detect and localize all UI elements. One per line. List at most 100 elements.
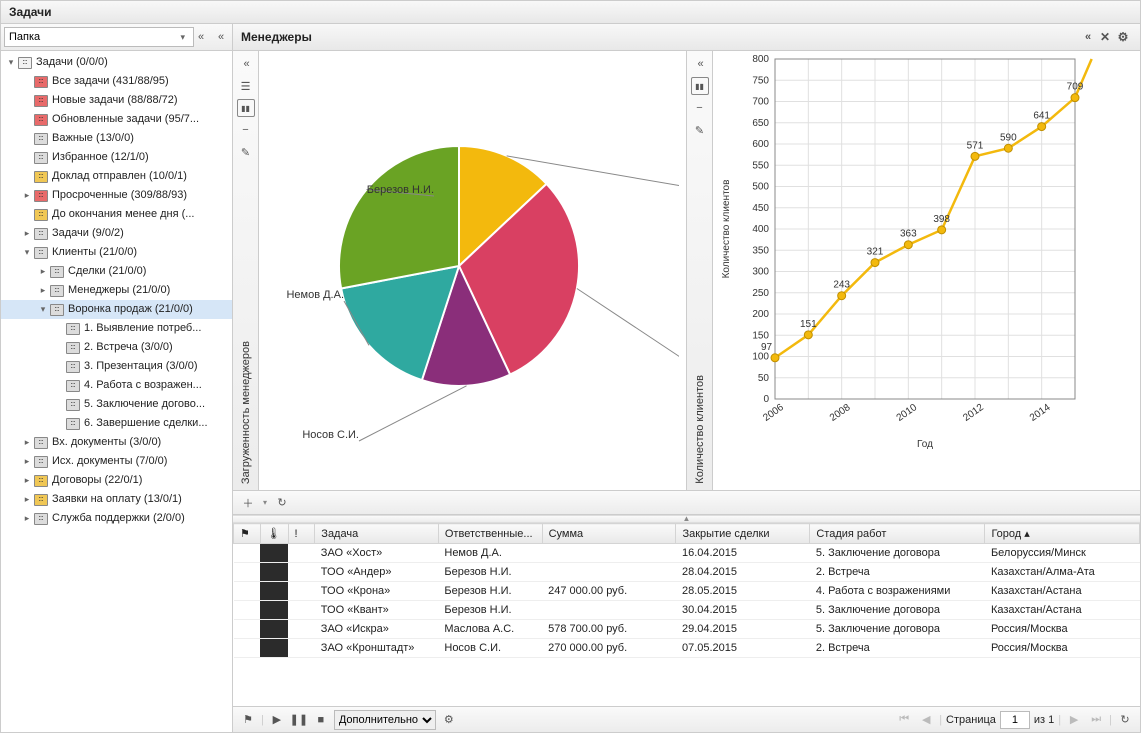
edit-icon[interactable]: ✎	[237, 143, 255, 161]
prev-page-icon[interactable]: ◀	[917, 711, 935, 729]
tree-node[interactable]: :: 4. Работа с возражен...	[1, 376, 232, 395]
last-page-icon[interactable]: ⏭	[1087, 711, 1105, 729]
tree-node[interactable]: ▾ :: Клиенты (21/0/0)	[1, 243, 232, 262]
line-marker[interactable]	[804, 331, 812, 339]
tree-label: Задачи (0/0/0)	[36, 54, 108, 71]
pie-label: Носов С.И.	[302, 429, 359, 441]
tree-node[interactable]: :: Избранное (12/1/0)	[1, 148, 232, 167]
tree-toggle-icon[interactable]: ▾	[21, 244, 33, 261]
chart-icon[interactable]: ▮▮	[237, 99, 255, 117]
table-row[interactable]: ЗАО «Искра»Маслова А.С.578 700.00 руб.29…	[234, 620, 1140, 639]
tree-toggle-icon[interactable]: ▸	[37, 282, 49, 299]
edit-icon[interactable]: ✎	[691, 121, 709, 139]
tree-node[interactable]: ▸ :: Договоры (22/0/1)	[1, 471, 232, 490]
line-marker[interactable]	[904, 241, 912, 249]
column-header[interactable]: 🌡	[260, 524, 288, 544]
minus-icon[interactable]: −	[691, 99, 709, 117]
line-marker[interactable]	[1038, 123, 1046, 131]
add-icon[interactable]: ＋	[239, 494, 257, 512]
window-title-bar: Задачи	[1, 1, 1140, 24]
tree-toggle-icon[interactable]: ▸	[21, 510, 33, 527]
table-row[interactable]: ТОО «Крона»Березов Н.И.247 000.00 руб.28…	[234, 582, 1140, 601]
tree-toggle-icon[interactable]: ▸	[21, 434, 33, 451]
tree-node[interactable]: :: 6. Завершение сделки...	[1, 414, 232, 433]
collapse-icon[interactable]: «	[211, 28, 229, 46]
expand-up-icon[interactable]: «	[191, 28, 209, 46]
gear-small-icon[interactable]: ⚙	[440, 711, 458, 729]
dropdown-icon[interactable]: ▾	[180, 32, 185, 43]
line-collapse-icon[interactable]: «	[691, 55, 709, 73]
tree-node[interactable]: :: Важные (13/0/0)	[1, 129, 232, 148]
tree-node[interactable]: :: 3. Презентация (3/0/0)	[1, 357, 232, 376]
next-page-icon[interactable]: ▶	[1065, 711, 1083, 729]
tree-node[interactable]: :: 1. Выявление потреб...	[1, 319, 232, 338]
table-row[interactable]: ТОО «Квант»Березов Н.И.30.04.20155. Закл…	[234, 601, 1140, 620]
tree-toggle-icon[interactable]: ▸	[21, 225, 33, 242]
line-marker[interactable]	[871, 259, 879, 267]
stop-icon[interactable]: ■	[312, 711, 330, 729]
panel-gear-icon[interactable]: ⚙	[1114, 28, 1132, 46]
tree-node[interactable]: ▸ :: Просроченные (309/88/93)	[1, 186, 232, 205]
pie-collapse-icon[interactable]: «	[237, 55, 255, 73]
folder-icon: ::	[49, 303, 65, 317]
tree-node[interactable]: ▸ :: Заявки на оплату (13/0/1)	[1, 490, 232, 509]
tree-toggle-icon[interactable]: ▸	[21, 472, 33, 489]
tree-node[interactable]: ▸ :: Служба поддержки (2/0/0)	[1, 509, 232, 528]
tree-node[interactable]: ▾ :: Воронка продаж (21/0/0)	[1, 300, 232, 319]
data-grid[interactable]: ⚑🌡!ЗадачаОтветственные...СуммаЗакрытие с…	[233, 523, 1140, 706]
list-icon[interactable]: ☰	[237, 77, 255, 95]
tree-node[interactable]: ▸ :: Вх. документы (3/0/0)	[1, 433, 232, 452]
flag-icon[interactable]: ⚑	[239, 711, 257, 729]
table-row[interactable]: ЗАО «Кронштадт»Носов С.И.270 000.00 руб.…	[234, 639, 1140, 658]
column-header[interactable]: Город ▴	[985, 524, 1140, 544]
minus-icon[interactable]: −	[237, 121, 255, 139]
pie-slice[interactable]	[339, 146, 459, 288]
tree-node[interactable]: :: 2. Встреча (3/0/0)	[1, 338, 232, 357]
tree-node[interactable]: :: Новые задачи (88/88/72)	[1, 91, 232, 110]
line-marker[interactable]	[1004, 144, 1012, 152]
tree-node[interactable]: :: Все задачи (431/88/95)	[1, 72, 232, 91]
tree-node[interactable]: :: До окончания менее дня (...	[1, 205, 232, 224]
tree-node[interactable]: ▸ :: Задачи (9/0/2)	[1, 224, 232, 243]
column-header[interactable]: ⚑	[234, 524, 261, 544]
pause-icon[interactable]: ❚❚	[290, 711, 308, 729]
first-page-icon[interactable]: ⏮	[895, 711, 913, 729]
refresh-page-icon[interactable]: ↻	[1116, 711, 1134, 729]
tree-node[interactable]: :: Обновленные задачи (95/7...	[1, 110, 232, 129]
page-input[interactable]	[1000, 711, 1030, 729]
line-marker[interactable]	[938, 226, 946, 234]
tree-node[interactable]: ▸ :: Менеджеры (21/0/0)	[1, 281, 232, 300]
tree-node[interactable]: :: Доклад отправлен (10/0/1)	[1, 167, 232, 186]
line-marker[interactable]	[771, 354, 779, 362]
tree-node[interactable]: :: 5. Заключение догово...	[1, 395, 232, 414]
folder-select[interactable]	[4, 27, 194, 47]
tree-toggle-icon[interactable]: ▸	[21, 491, 33, 508]
column-header[interactable]: Сумма	[542, 524, 676, 544]
line-marker[interactable]	[1071, 94, 1079, 102]
tree-node[interactable]: ▸ :: Сделки (21/0/0)	[1, 262, 232, 281]
panel-close-icon[interactable]: ✕	[1096, 28, 1114, 46]
column-header[interactable]: !	[288, 524, 315, 544]
tree-toggle-icon[interactable]: ▸	[21, 187, 33, 204]
column-header[interactable]: Закрытие сделки	[676, 524, 810, 544]
column-header[interactable]: Задача	[315, 524, 439, 544]
line-marker[interactable]	[838, 292, 846, 300]
chart-icon[interactable]: ▮▮	[691, 77, 709, 95]
tree-toggle-icon[interactable]: ▸	[37, 263, 49, 280]
folder-tree[interactable]: ▾ :: Задачи (0/0/0) :: Все задачи (431/8…	[1, 51, 232, 732]
tree-node[interactable]: ▾ :: Задачи (0/0/0)	[1, 53, 232, 72]
column-header[interactable]: Ответственные...	[438, 524, 542, 544]
splitter-handle[interactable]: ▲	[233, 515, 1140, 523]
tree-toggle-icon[interactable]: ▸	[21, 453, 33, 470]
table-row[interactable]: ЗАО «Хост»Немов Д.А.16.04.20155. Заключе…	[234, 544, 1140, 563]
tree-toggle-icon[interactable]: ▾	[5, 54, 17, 71]
tree-toggle-icon[interactable]: ▾	[37, 301, 49, 318]
line-marker[interactable]	[971, 152, 979, 160]
refresh-icon[interactable]: ↻	[273, 494, 291, 512]
column-header[interactable]: Стадия работ	[810, 524, 985, 544]
table-row[interactable]: ТОО «Андер»Березов Н.И.28.04.20152. Встр…	[234, 563, 1140, 582]
extra-select[interactable]: Дополнительно	[334, 710, 436, 730]
play-icon[interactable]: ▶	[268, 711, 286, 729]
panel-collapse-icon[interactable]: «	[1078, 28, 1096, 46]
tree-node[interactable]: ▸ :: Исх. документы (7/0/0)	[1, 452, 232, 471]
